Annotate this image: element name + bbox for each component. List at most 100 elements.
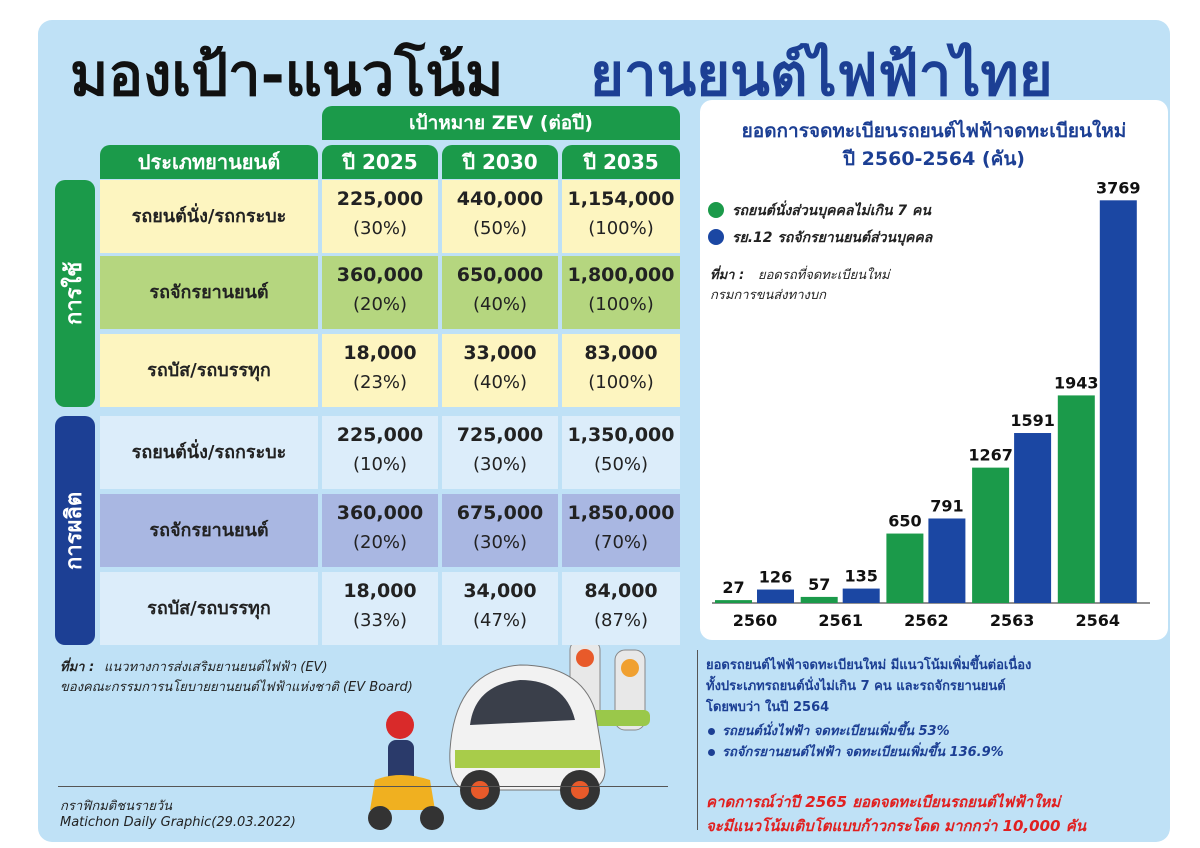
- cell-value: 18,000: [343, 580, 417, 602]
- cell-share: (50%): [593, 454, 649, 475]
- summary-bullet: รถยนต์นั่งไฟฟ้า จดทะเบียนเพิ่มขึ้น 53%: [722, 724, 950, 739]
- cell-bg: [442, 256, 558, 329]
- bar: [800, 596, 838, 603]
- value-label: 126: [759, 568, 792, 587]
- cell-value: 84,000: [584, 580, 658, 602]
- cell-share: (50%): [472, 218, 528, 239]
- cell-value: 34,000: [463, 580, 537, 602]
- value-label: 1267: [968, 446, 1013, 465]
- row-label: รถจักรยานยนต์: [100, 494, 318, 567]
- bullet-dot: [708, 749, 715, 756]
- cell-value: 33,000: [463, 342, 537, 364]
- cell-share: (30%): [472, 532, 528, 553]
- bar: [928, 518, 966, 603]
- cell-share: (100%): [588, 218, 654, 239]
- value-label: 1591: [1010, 411, 1055, 430]
- cell-bg: [322, 572, 438, 645]
- credit-line: กราฟิกมติชนรายวัน: [60, 799, 173, 814]
- group-label: การผลิต: [55, 416, 95, 645]
- cell-value: 225,000: [336, 424, 424, 446]
- group-label: การใช้: [55, 180, 95, 407]
- column-header: ปี 2035: [562, 145, 680, 179]
- row-label: รถยนต์นั่ง/รถกระบะ: [100, 180, 318, 253]
- legend-label: รถยนต์นั่งส่วนบุคคลไม่เกิน 7 คน: [732, 203, 931, 219]
- bar: [1099, 200, 1137, 603]
- row-label: รถจักรยานยนต์: [100, 256, 318, 329]
- cell-share: (20%): [352, 532, 408, 553]
- source-line: แนวทางการส่งเสริมยานยนต์ไฟฟ้า (EV): [104, 660, 328, 675]
- value-label: 135: [844, 567, 877, 586]
- cell-share: (87%): [593, 610, 649, 631]
- cell-value: 1,350,000: [567, 424, 675, 446]
- cell-share: (100%): [588, 294, 654, 315]
- cell-share: (30%): [472, 454, 528, 475]
- cell-share: (30%): [352, 218, 408, 239]
- cell-share: (40%): [472, 294, 528, 315]
- divider: [58, 786, 668, 787]
- cell-bg: [562, 572, 680, 645]
- bar: [757, 589, 794, 603]
- chart-source-line: กรมการขนส่งทางบก: [710, 288, 826, 303]
- cell-bg: [322, 334, 438, 407]
- cell-bg: [322, 180, 438, 253]
- value-label: 650: [888, 512, 921, 531]
- title-part1: มองเป้า-แนวโน้ม: [70, 41, 504, 109]
- divider: [697, 650, 698, 830]
- cell-share: (23%): [352, 372, 408, 393]
- cell-share: (47%): [472, 610, 528, 631]
- chart-source-label: ที่มา :: [710, 268, 745, 283]
- summary-line: ทั้งประเภทรถยนต์นั่งไม่เกิน 7 คน และรถจั…: [706, 679, 1006, 694]
- cell-value: 440,000: [456, 188, 544, 210]
- cell-value: 360,000: [336, 502, 424, 524]
- value-label: 791: [930, 496, 963, 515]
- cell-share: (100%): [588, 372, 654, 393]
- cell-share: (33%): [352, 610, 408, 631]
- cell-share: (10%): [352, 454, 408, 475]
- cell-bg: [442, 494, 558, 567]
- cell-bg: [562, 334, 680, 407]
- column-header: ปี 2030: [442, 145, 558, 179]
- bar: [1057, 395, 1095, 603]
- bullet-dot: [708, 728, 715, 735]
- forecast-line: จะมีแนวโน้มเติบโตแบบก้าวกระโดด มากกว่า 1…: [706, 817, 1086, 835]
- chart-title: ยอดการจดทะเบียนรถยนต์ไฟฟ้าจดทะเบียนใหม่: [741, 120, 1127, 142]
- x-tick-label: 2564: [1076, 611, 1121, 630]
- column-header: ประเภทยานยนต์: [100, 145, 318, 179]
- cell-value: 225,000: [336, 188, 424, 210]
- cell-bg: [442, 180, 558, 253]
- x-tick-label: 2563: [990, 611, 1035, 630]
- bar: [842, 588, 880, 603]
- bar: [972, 467, 1010, 603]
- cell-bg: [322, 416, 438, 489]
- summary-line: ยอดรถยนต์ไฟฟ้าจดทะเบียนใหม่ มีแนวโน้มเพิ…: [706, 658, 1032, 673]
- value-label: 27: [722, 578, 744, 597]
- forecast-line: คาดการณ์ว่าปี 2565 ยอดจดทะเบียนรถยนต์ไฟฟ…: [706, 793, 1061, 811]
- cell-bg: [442, 334, 558, 407]
- cell-share: (20%): [352, 294, 408, 315]
- cell-value: 725,000: [456, 424, 544, 446]
- source-line: ของคณะกรรมการนโยบายยานยนต์ไฟฟ้าแห่งชาติ …: [60, 680, 413, 695]
- row-label: รถยนต์นั่ง/รถกระบะ: [100, 416, 318, 489]
- cell-bg: [562, 494, 680, 567]
- column-header: ปี 2025: [322, 145, 438, 179]
- cell-value: 83,000: [584, 342, 658, 364]
- cell-value: 675,000: [456, 502, 544, 524]
- cell-share: (70%): [593, 532, 649, 553]
- x-tick-label: 2561: [818, 611, 863, 630]
- cell-value: 18,000: [343, 342, 417, 364]
- cell-bg: [322, 494, 438, 567]
- summary-bullet: รถจักรยานยนต์ไฟฟ้า จดทะเบียนเพิ่มขึ้น 13…: [722, 745, 1004, 760]
- x-tick-label: 2562: [904, 611, 949, 630]
- cell-value: 1,154,000: [567, 188, 675, 210]
- cell-bg: [322, 256, 438, 329]
- summary-line: โดยพบว่า ในปี 2564: [706, 700, 830, 715]
- cell-bg: [562, 256, 680, 329]
- value-label: 57: [808, 575, 830, 594]
- cell-bg: [562, 180, 680, 253]
- bar: [1014, 433, 1052, 603]
- cell-bg: [442, 572, 558, 645]
- legend-dot: [708, 202, 724, 218]
- cell-share: (40%): [472, 372, 528, 393]
- title-part2: ยานยนต์ไฟฟ้าไทย: [590, 41, 1053, 109]
